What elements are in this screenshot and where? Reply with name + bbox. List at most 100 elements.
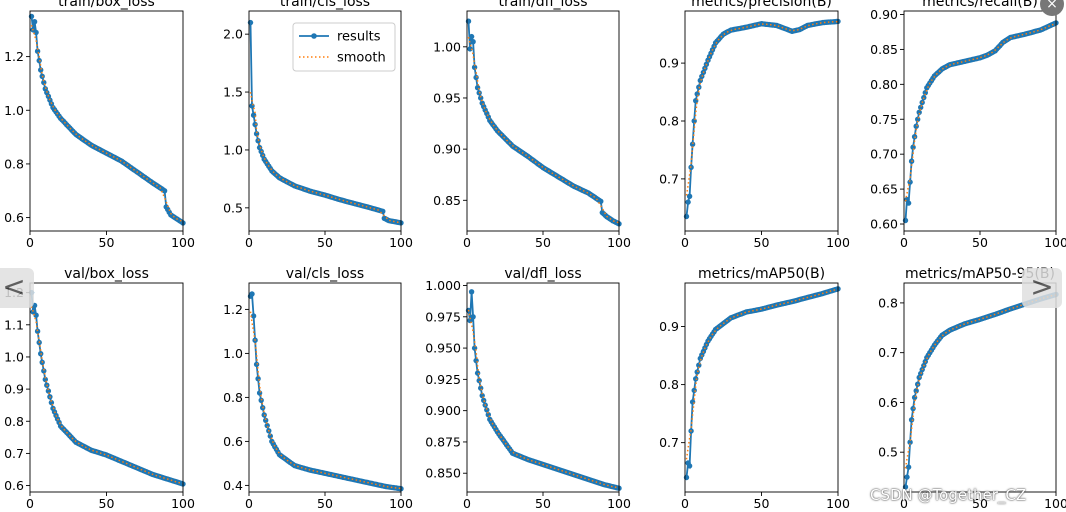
x-tick-label: 0	[681, 235, 689, 250]
x-tick-label: 50	[535, 235, 551, 250]
y-tick-label: 0.70	[870, 147, 898, 162]
axes-frame	[466, 282, 620, 493]
data-point	[33, 312, 39, 318]
data-point	[484, 407, 490, 413]
x-tick-label: 100	[607, 496, 631, 511]
y-tick-label: 0.6	[4, 478, 24, 493]
data-point	[252, 121, 258, 128]
results-line	[685, 287, 839, 478]
y-tick-label: 0.950	[425, 341, 461, 356]
data-point	[481, 397, 487, 404]
y-tick-label: 1.000	[425, 278, 461, 293]
x-tick-label: 100	[1044, 235, 1066, 250]
smooth-line	[30, 24, 184, 223]
x-tick-label: 100	[826, 235, 850, 250]
axes-frame	[903, 282, 1057, 493]
legend-box	[292, 22, 396, 72]
y-tick-label: 0.8	[4, 414, 24, 429]
data-point	[908, 417, 915, 423]
y-tick-label: 1.00	[433, 39, 461, 54]
axes-frame	[29, 282, 184, 493]
y-tick-label: 0.95	[433, 90, 461, 105]
y-tick-label: 0.8	[659, 377, 679, 392]
y-tick-label: 2.0	[223, 27, 243, 42]
y-tick-label: 1.0	[4, 103, 24, 118]
y-tick-label: 0.60	[870, 217, 898, 232]
x-tick-label: 0	[463, 496, 471, 511]
x-tick-label: 50	[99, 235, 115, 250]
axes-frame	[248, 282, 402, 493]
watermark: CSDN @Together_CZ	[870, 486, 1027, 504]
data-point	[474, 370, 481, 376]
data-point	[689, 141, 696, 147]
data-point	[41, 368, 47, 374]
x-tick-label: 0	[26, 235, 34, 250]
y-tick-label: 0.9	[4, 382, 24, 397]
results-markers	[465, 289, 622, 491]
x-tick-label: 100	[389, 235, 413, 250]
subplot-val-dfl-loss: 0 50 100 0.850 0.875 0.900 0.925 0.950 0.975 1.00…	[425, 266, 631, 511]
x-tick-label: 0	[245, 235, 253, 250]
data-point	[910, 405, 916, 412]
data-point	[470, 39, 476, 45]
previous-image-button[interactable]: <	[0, 268, 34, 308]
y-tick-label: 1.0	[223, 142, 243, 157]
data-point	[250, 313, 257, 319]
subplot-title: val/box_loss	[64, 266, 149, 282]
data-point	[473, 74, 479, 81]
y-tick-label: 0.85	[433, 193, 461, 208]
x-tick-label: 50	[317, 235, 333, 250]
results-line	[249, 291, 402, 490]
subplot-title: train/cls_loss	[280, 0, 370, 10]
legend-results-label: results	[337, 30, 381, 45]
data-point	[263, 417, 269, 423]
results-markers	[465, 18, 622, 227]
y-tick-label: 0.8	[878, 295, 898, 310]
results-line	[904, 293, 1057, 488]
axes-frame	[903, 10, 1057, 232]
data-point	[916, 109, 922, 116]
y-tick-label: 1.1	[4, 317, 24, 332]
subplot-title: metrics/mAP50(B)	[698, 266, 825, 282]
y-tick-label: 0.925	[425, 372, 461, 387]
legend-results-marker	[311, 33, 317, 39]
data-point	[33, 29, 39, 36]
close-button[interactable]: ×	[1040, 0, 1064, 16]
x-tick-label: 0	[681, 496, 689, 511]
results-markers	[683, 286, 841, 481]
y-tick-label: 0.6	[223, 434, 243, 449]
legend-smooth-label: smooth	[337, 51, 386, 66]
subplot-metrics-map50-b-: 0 50 100 0.7 0.8 0.9 metrics/mAP50(B)	[659, 266, 850, 511]
subplot-title: val/cls_loss	[286, 266, 364, 282]
next-image-button[interactable]: >	[1022, 268, 1062, 308]
smooth-line	[904, 294, 1057, 469]
y-tick-label: 0.9	[659, 56, 679, 71]
smooth-line	[249, 311, 402, 490]
y-tick-label: 0.90	[433, 142, 461, 157]
y-tick-label: 0.80	[870, 77, 898, 92]
data-point	[161, 188, 168, 194]
data-point	[31, 19, 38, 25]
y-tick-label: 0.90	[870, 7, 898, 22]
x-tick-label: 0	[900, 496, 908, 511]
x-tick-label: 50	[317, 496, 333, 511]
subplot-title: train/box_loss	[58, 0, 155, 10]
subplot-title: metrics/recall(B)	[922, 0, 1038, 10]
legend: results smooth	[292, 22, 396, 72]
subplot-metrics-recall-b-: 0 50 100 0.60 0.65 0.70 0.75 0.80 0.85 0.90 metric…	[870, 0, 1066, 250]
subplot-metrics-map50-95-b-: 0 50 100 0.5 0.6 0.7 0.8 metrics/mAP50-95(B)	[878, 266, 1066, 511]
x-tick-label: 0	[245, 496, 253, 511]
data-point	[264, 422, 270, 429]
y-tick-label: 1.2	[4, 49, 24, 64]
results-line	[30, 16, 184, 224]
y-tick-label: 1.5	[223, 85, 243, 100]
data-point	[905, 464, 912, 470]
subplot-train-dfl-loss: 0 50 100 0.85 0.90 0.95 1.00 train/dfl_loss	[433, 0, 631, 250]
results-line	[685, 20, 839, 217]
subplot-title: train/dfl_loss	[498, 0, 587, 10]
data-point	[691, 387, 697, 394]
x-tick-label: 100	[171, 235, 195, 250]
smooth-line	[467, 36, 620, 224]
